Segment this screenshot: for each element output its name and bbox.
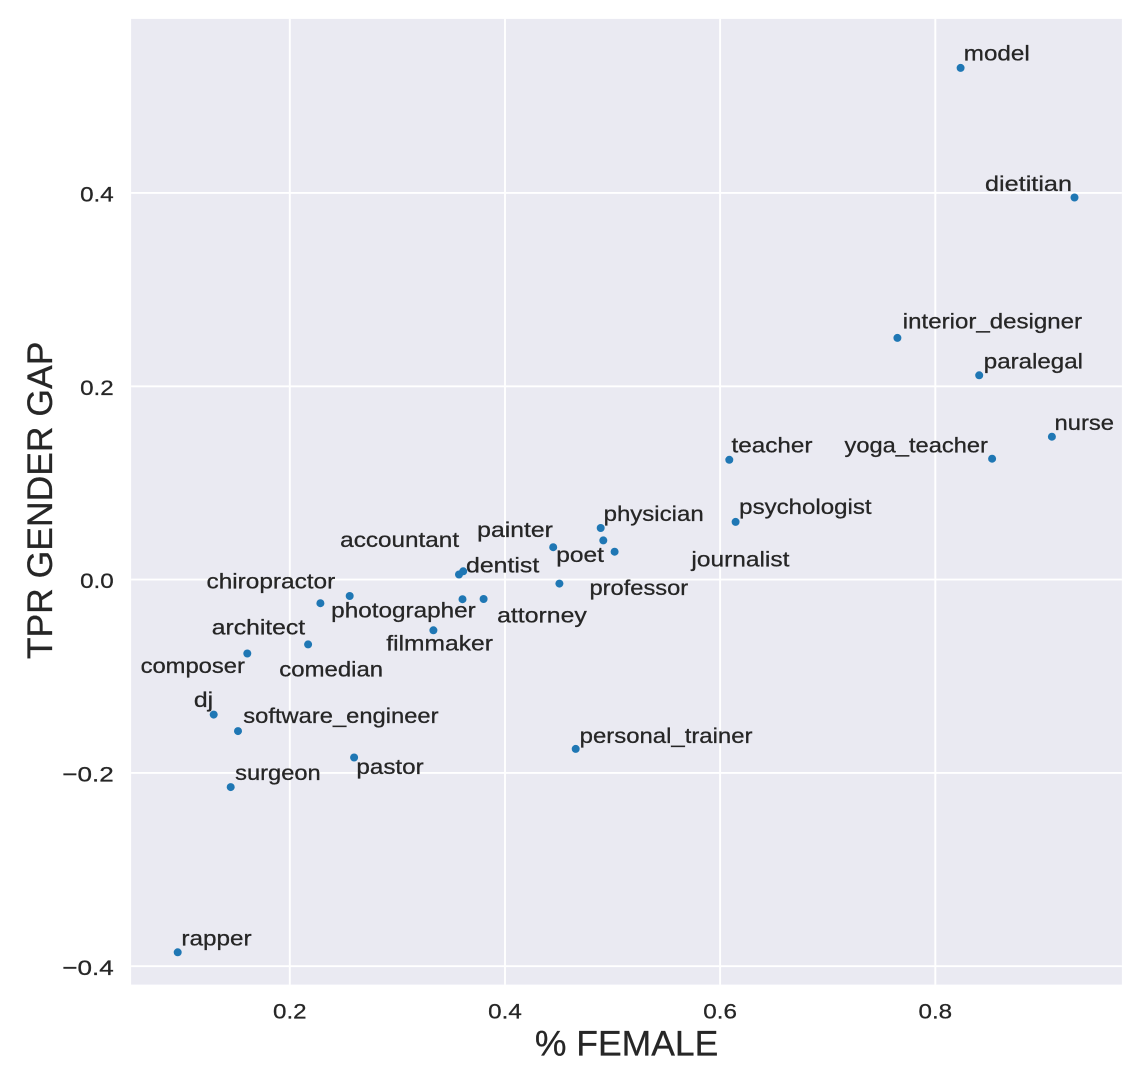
svg-text:composer: composer: [141, 654, 245, 678]
svg-text:attorney: attorney: [497, 604, 587, 628]
svg-text:architect: architect: [212, 616, 305, 640]
svg-text:0.2: 0.2: [80, 376, 114, 400]
svg-text:software_engineer: software_engineer: [243, 704, 438, 728]
svg-text:model: model: [964, 41, 1030, 65]
svg-text:dj: dj: [194, 688, 213, 712]
svg-text:yoga_teacher: yoga_teacher: [845, 434, 988, 458]
svg-text:accountant: accountant: [340, 528, 459, 552]
svg-text:chiropractor: chiropractor: [207, 570, 336, 594]
svg-text:painter: painter: [477, 518, 553, 542]
svg-text:poet: poet: [556, 543, 604, 567]
svg-text:0.0: 0.0: [80, 569, 114, 593]
svg-text:photographer: photographer: [331, 598, 476, 622]
svg-text:comedian: comedian: [279, 657, 383, 681]
svg-text:dietitian: dietitian: [985, 172, 1072, 196]
svg-text:0.2: 0.2: [273, 999, 307, 1023]
svg-text:0.4: 0.4: [488, 999, 522, 1023]
svg-text:0.8: 0.8: [919, 999, 953, 1023]
svg-text:−0.2: −0.2: [62, 763, 113, 787]
svg-text:paralegal: paralegal: [984, 349, 1083, 373]
svg-text:journalist: journalist: [690, 547, 789, 571]
svg-text:% FEMALE: % FEMALE: [535, 1024, 718, 1064]
svg-text:rapper: rapper: [181, 926, 251, 950]
svg-text:0.6: 0.6: [703, 999, 737, 1023]
svg-text:pastor: pastor: [356, 755, 423, 779]
svg-text:0.4: 0.4: [80, 183, 114, 207]
svg-text:psychologist: psychologist: [739, 495, 871, 519]
svg-text:−0.4: −0.4: [62, 956, 113, 980]
svg-text:professor: professor: [590, 576, 689, 600]
svg-text:dentist: dentist: [466, 553, 539, 577]
svg-text:surgeon: surgeon: [235, 761, 321, 785]
svg-text:TPR GENDER GAP: TPR GENDER GAP: [20, 342, 60, 660]
svg-text:personal_trainer: personal_trainer: [580, 724, 753, 748]
svg-text:physician: physician: [604, 502, 704, 526]
svg-text:interior_designer: interior_designer: [903, 309, 1082, 333]
svg-text:teacher: teacher: [732, 434, 813, 458]
svg-text:nurse: nurse: [1055, 411, 1115, 435]
svg-text:filmmaker: filmmaker: [386, 631, 493, 655]
